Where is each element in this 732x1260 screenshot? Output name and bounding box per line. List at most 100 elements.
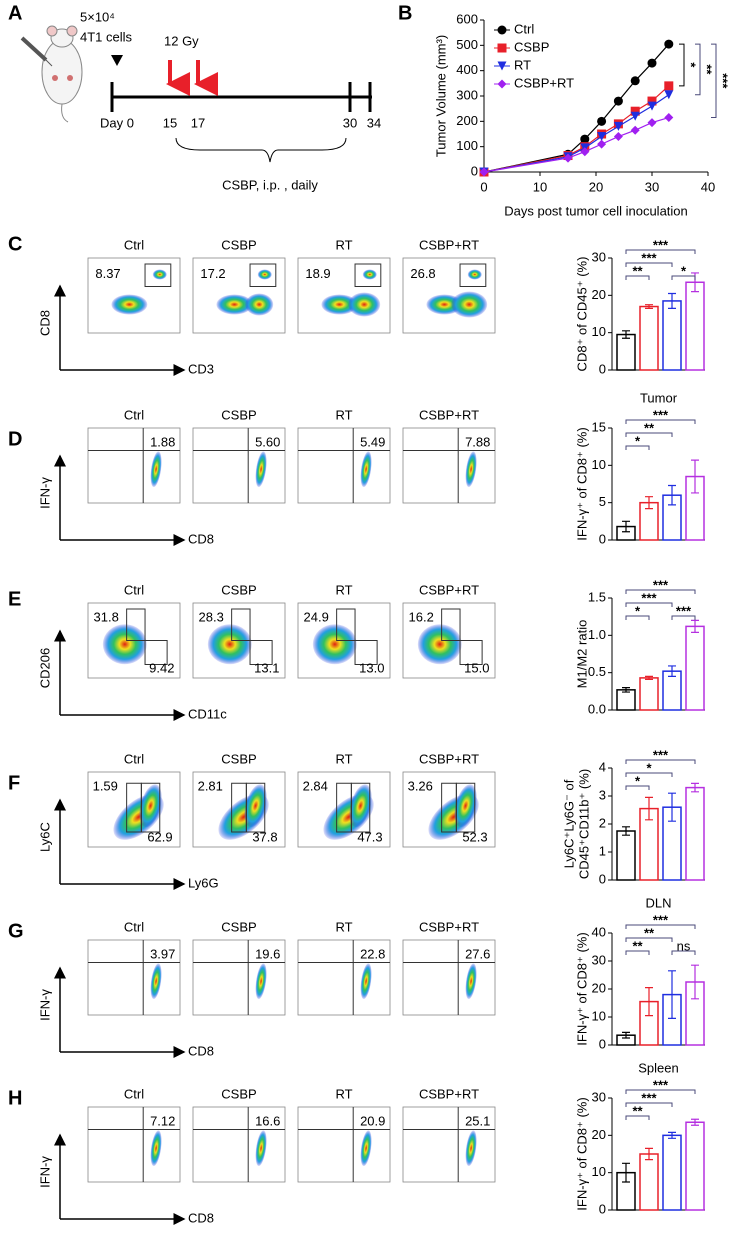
timeline [110, 82, 372, 112]
marker [630, 125, 640, 135]
group-label: CSBP+RT [419, 1086, 479, 1101]
plot-frame [87, 427, 181, 504]
significance-label: *** [653, 577, 669, 592]
significance-label: *** [641, 250, 657, 265]
flow-y-label: IFN-γ [37, 1156, 52, 1188]
panel-label: A [8, 2, 22, 24]
flow-plot [297, 257, 391, 334]
marker [613, 132, 623, 142]
significance-label: * [635, 433, 641, 448]
gate-percentage: 13.1 [254, 660, 279, 675]
flow-x-label: CD11c [188, 706, 227, 721]
bar [639, 305, 659, 371]
gate [459, 640, 483, 665]
cell-density [360, 1130, 372, 1167]
marker [647, 101, 657, 111]
group-label: CSBP+RT [419, 919, 479, 934]
panel-label: B [398, 2, 412, 24]
flow-x-label: CD8 [188, 1210, 214, 1225]
error-bar [645, 675, 653, 680]
group-label: CSBP+RT [419, 237, 479, 252]
flow-plot [87, 771, 181, 848]
significance-bracket [625, 589, 696, 594]
panel-label: H [8, 1087, 22, 1109]
error-bar [645, 796, 653, 821]
plot-frame [297, 427, 391, 504]
error-bar [668, 484, 676, 506]
bar [639, 1153, 659, 1211]
y-axis-label: M1/M2 ratio [574, 620, 589, 689]
y-tick-label: 10 [592, 324, 606, 339]
group-label: CSBP [221, 919, 256, 934]
significance-bracket [625, 1115, 650, 1120]
gate-percentage: 1.59 [93, 778, 118, 793]
y-tick-label: 0 [599, 1036, 606, 1051]
flow-plot [192, 939, 286, 1016]
gate-percentage: 3.97 [150, 946, 175, 961]
gate-percentage: 22.8 [360, 946, 385, 961]
flow-plot [297, 939, 391, 1016]
day-label: 15 [163, 115, 177, 130]
marker [479, 167, 489, 177]
gate-percentage: 52.3 [462, 829, 487, 844]
panel-label: F [8, 772, 20, 794]
cell-density [244, 784, 267, 828]
error-bar [622, 1031, 630, 1039]
significance-bracket [625, 785, 650, 790]
cell-density [255, 963, 267, 1000]
significance-label: ** [644, 420, 655, 435]
marker [597, 132, 607, 142]
error-bar [622, 330, 630, 339]
cell-density [312, 624, 357, 665]
series-line [483, 85, 670, 173]
y-tick-label: 30 [592, 249, 606, 264]
error-bar [645, 1147, 653, 1161]
gate [144, 640, 168, 665]
cell-density [257, 269, 272, 280]
bar [616, 333, 636, 371]
error-bar [691, 459, 699, 494]
gate-percentage: 2.81 [198, 778, 223, 793]
bar [639, 677, 659, 711]
gate [249, 263, 277, 287]
gate-percentage: 16.6 [255, 1113, 280, 1128]
significance-label: *** [653, 1077, 669, 1092]
significance-label: * [684, 62, 699, 68]
y-tick-label: 10 [592, 1008, 606, 1023]
irradiation-arrows [166, 60, 218, 96]
y-tick-label: 1.0 [588, 627, 606, 642]
significance-label: * [646, 760, 652, 775]
day-label: 30 [343, 115, 357, 130]
significance-label: ** [632, 1103, 643, 1118]
plot-frame [297, 939, 391, 1016]
flow-y-label: IFN-γ [37, 989, 52, 1021]
group-label: RT [335, 582, 352, 597]
cell-density [152, 269, 167, 280]
treatment: CSBP, i.p. , daily [222, 177, 318, 192]
gate-percentage: 31.8 [94, 609, 119, 624]
x-tick-label: 30 [645, 179, 659, 194]
injection-marker [111, 55, 123, 66]
significance-bracket [625, 759, 696, 764]
gate-percentage: 5.49 [360, 434, 385, 449]
cell-density [349, 784, 372, 828]
significance-label: ns [677, 938, 691, 953]
panel-label: G [8, 920, 24, 942]
treatment-brace [175, 137, 347, 163]
error-bar [645, 987, 653, 1017]
flow-plot [297, 602, 391, 679]
gate-percentage: 15.0 [464, 660, 489, 675]
error-bar [691, 619, 699, 633]
gate-percentage: 7.88 [465, 434, 490, 449]
significance-bracket [711, 43, 717, 119]
gate-percentage: 37.8 [252, 829, 277, 844]
significance-bracket [671, 615, 696, 620]
cell-density [150, 451, 162, 488]
cell-density [360, 963, 372, 1000]
x-axis-label: Days post tumor cell inoculation [504, 203, 688, 218]
y-tick-label: 0 [599, 871, 606, 886]
y-tick-label: 1 [599, 843, 606, 858]
day-label: 34 [367, 115, 381, 130]
flow-plot [192, 427, 286, 504]
